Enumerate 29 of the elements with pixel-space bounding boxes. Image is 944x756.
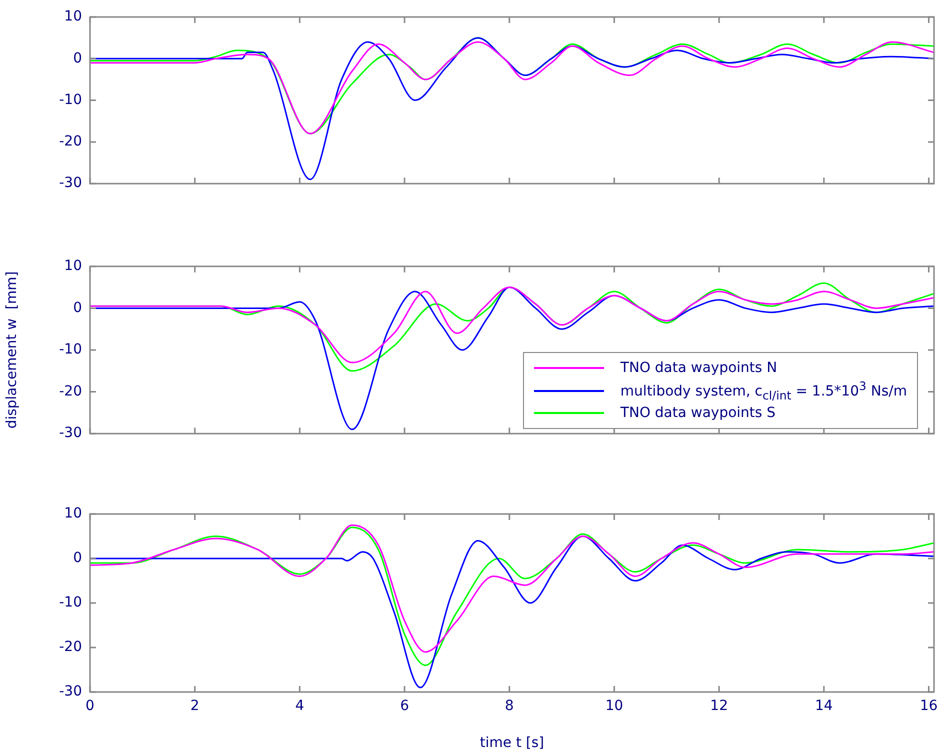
y-tick-label: 0 <box>73 50 82 66</box>
legend-label: TNO data waypoints S <box>620 405 776 422</box>
y-tick-label: 10 <box>64 258 82 274</box>
x-tick-label: 0 <box>86 698 94 714</box>
x-tick-label: 12 <box>710 698 728 714</box>
y-tick-label: -20 <box>59 639 82 656</box>
legend-label: TNO data waypoints N <box>620 360 778 376</box>
y-tick-label: 0 <box>73 550 82 566</box>
y-tick-label: -10 <box>59 92 82 108</box>
y-tick-label: 0 <box>73 300 82 316</box>
x-tick-label: 14 <box>815 698 833 714</box>
y-tick-label: -30 <box>59 175 82 192</box>
y-tick-label: -10 <box>59 594 82 611</box>
x-tick-label: 6 <box>400 698 410 714</box>
y-tick-label: -30 <box>59 425 82 442</box>
y-axis-title: displacement w [mm] <box>4 271 20 429</box>
x-tick-label: 4 <box>295 698 304 714</box>
x-tick-label: 16 <box>920 698 938 714</box>
y-tick-label: -20 <box>59 383 82 400</box>
x-tick-label: 8 <box>504 698 514 714</box>
y-tick-label: -20 <box>59 134 82 150</box>
y-tick-label: -30 <box>59 684 82 700</box>
x-axis-title: time t [s] <box>480 735 544 752</box>
y-tick-label: -10 <box>59 342 82 358</box>
x-tick-label: 10 <box>605 698 624 714</box>
x-tick-label: 2 <box>190 698 200 714</box>
y-tick-label: 10 <box>64 506 82 522</box>
y-tick-label: 10 <box>64 8 82 25</box>
legend-label: multibody system, c$_{cl/int}$ = 1.5*10$^{3}$ Ns/m <box>620 379 907 402</box>
